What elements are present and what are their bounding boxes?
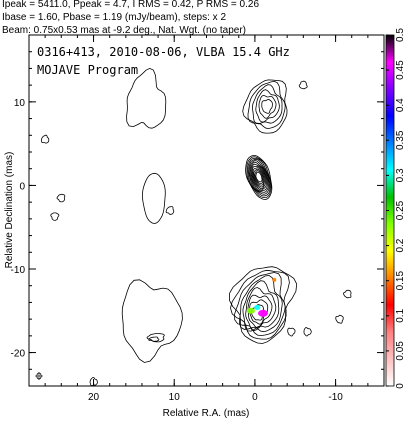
polarization-patch: [257, 309, 268, 317]
south-jet-contour: [247, 294, 273, 329]
noise-contour: [343, 289, 352, 299]
noise-contour: [298, 80, 308, 90]
core-contour: [255, 171, 263, 183]
core-contour: [247, 157, 271, 197]
core-contour: [246, 156, 272, 199]
polarization-patch: [272, 277, 277, 282]
colorbar-tick-label: 0.45: [395, 60, 406, 80]
core-contour: [245, 155, 273, 200]
south-jet-contour: [245, 287, 277, 332]
header-line-1: Ipeak = 5411.0, Ppeak = 4.7, I RMS = 0.4…: [2, 0, 259, 10]
colorbar-tick-label: 0.3: [395, 168, 406, 182]
core-contour: [250, 161, 269, 192]
noise-contour: [41, 134, 50, 144]
x-tick-label: 10: [169, 392, 181, 403]
core-contour: [254, 170, 264, 184]
core-contour: [248, 158, 270, 195]
y-tick-label: 10: [14, 98, 26, 109]
plot-frame: [28, 34, 385, 387]
north-knot-contour: [255, 89, 280, 123]
header-line-3: Beam: 0.75x0.53 mas at -9.2 deg., Nat. W…: [2, 25, 246, 36]
east-center-contour: [141, 172, 166, 224]
y-tick-label: -10: [11, 265, 26, 276]
x-axis-label: Relative R.A. (mas): [163, 408, 250, 419]
y-tick-label: 0: [19, 181, 25, 192]
chart-subtitle: MOJAVE Program: [37, 63, 138, 77]
x-tick-label: -10: [328, 392, 343, 403]
noise-contour: [89, 377, 98, 387]
noise-contour: [287, 327, 296, 337]
colorbar-tick-label: 0: [395, 383, 406, 389]
colorbar: 0 0.05 0.1 0.15 0.2 0.25 0.3 0.35 0.4 0.45 0.5: [385, 28, 406, 389]
noise-contour: [50, 212, 60, 221]
colorbar-tick-label: 0.25: [395, 200, 406, 220]
south-jet-contour: [234, 272, 286, 337]
south-jet-contour: [242, 280, 280, 332]
colorbar-tick-label: 0.2: [395, 238, 406, 252]
north-knot-contour: [258, 94, 277, 119]
noise-contour: [56, 193, 66, 203]
header-line-2: Ibase = 1.60, Pbase = 1.19 (mJy/beam), s…: [2, 12, 226, 23]
north-knot-contour: [247, 80, 286, 129]
chart-title: 0316+413, 2010-08-06, VLBA 15.4 GHz: [37, 45, 290, 59]
north-knot-contour: [261, 98, 273, 114]
core-contour: [252, 167, 265, 188]
core-contour: [251, 166, 266, 190]
north-knot-contour: [251, 84, 283, 125]
colorbar-tick-label: 0.5: [395, 28, 406, 42]
east-south-contour: [121, 279, 183, 363]
core-contour: [249, 160, 270, 193]
x-axis: 20 10 0 -10: [28, 35, 385, 403]
y-tick-label: -20: [11, 349, 26, 360]
north-knot-contour: [242, 79, 288, 134]
polarization-patch: [246, 307, 255, 314]
south-jet-contour: [228, 266, 298, 344]
contour-layer: [41, 67, 352, 387]
x-tick-label: 20: [88, 392, 100, 403]
polarization-patch: [254, 304, 261, 310]
colorbar-tick-label: 0.35: [395, 130, 406, 150]
colorbar-tick-label: 0.1: [395, 308, 406, 322]
y-axis: 10 0 -10 -20: [11, 34, 384, 387]
south-jet-contour: [238, 274, 283, 333]
core-contour: [250, 163, 268, 191]
east-north-contour: [126, 67, 167, 129]
colorbar-tick-label: 0.05: [395, 341, 406, 361]
noise-contour: [335, 314, 344, 324]
colorbar-tick-label: 0.4: [395, 98, 406, 112]
core-contour: [253, 168, 265, 186]
x-tick-label: 0: [252, 392, 258, 403]
east-south-inner-contour: [148, 336, 160, 342]
noise-contour: [303, 327, 312, 337]
restoring-beam: [35, 372, 43, 380]
colorbar-tick-label: 0.15: [395, 271, 406, 291]
y-axis-label: Relative Declination (mas): [4, 152, 15, 269]
noise-contour: [165, 206, 175, 215]
polarization-layer: [246, 277, 277, 317]
